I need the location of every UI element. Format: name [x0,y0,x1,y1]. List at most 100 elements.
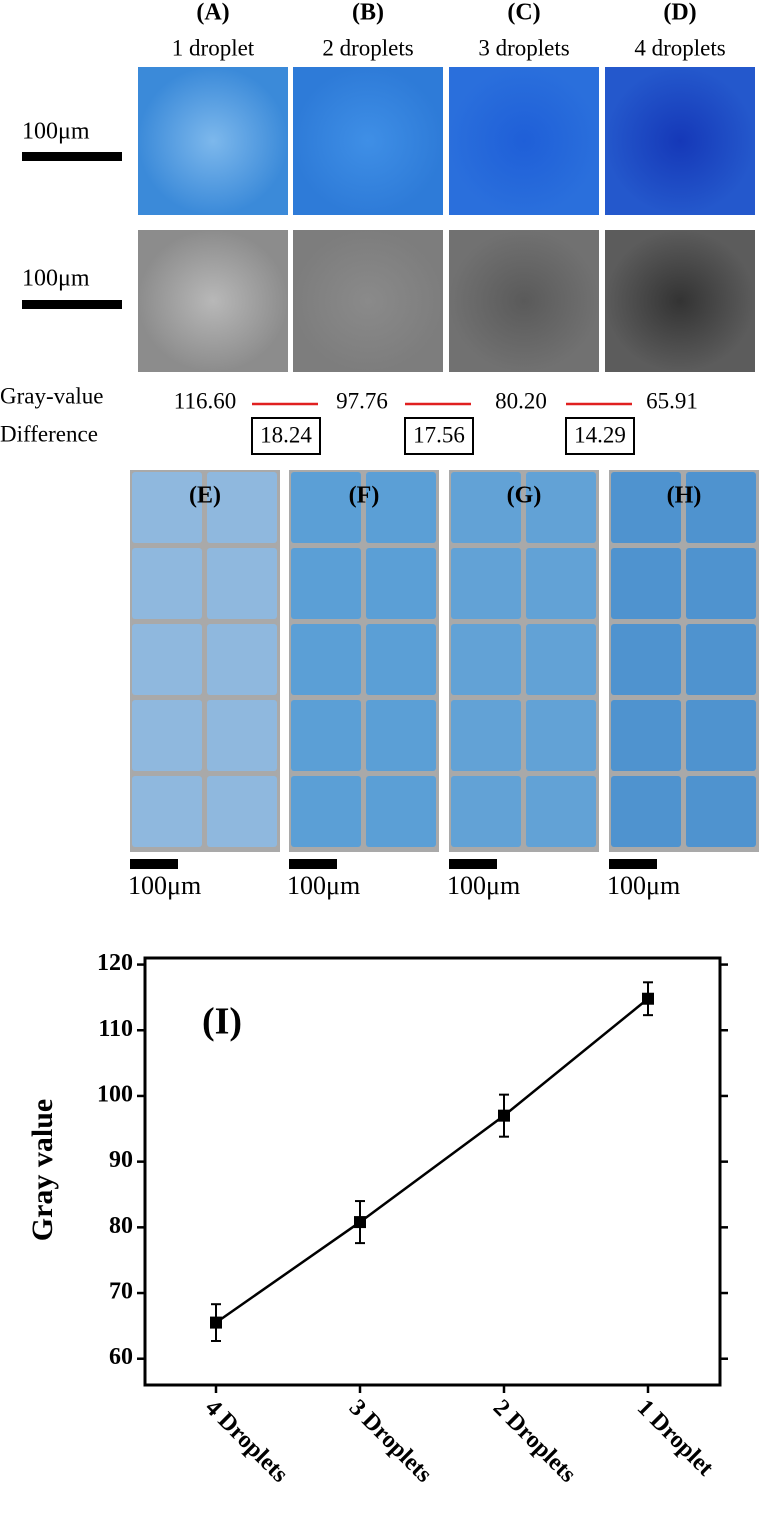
panel-label: (B) [352,0,384,26]
grid-cell [611,624,681,695]
grid-cell [526,624,596,695]
grid-cell [611,472,681,543]
gray-image [138,230,288,372]
grid-cell [366,776,436,847]
grid-cell [132,700,202,771]
scale-bar-label: 100μm [607,871,680,900]
difference-box [404,417,474,455]
grid-cell [132,776,202,847]
grid-cell [451,472,521,543]
y-tick-label: 90 [109,1147,133,1173]
grid-cell [686,776,756,847]
grid-cell [132,472,202,543]
x-tick-label: 3 Droplets [344,1395,437,1488]
grid-cell [611,776,681,847]
grid-cell [526,776,596,847]
panel-caption: 1 droplet [172,35,255,60]
grid-cell [686,624,756,695]
grid-cell [207,472,277,543]
grid-cell [686,700,756,771]
difference-value: 17.56 [413,422,465,447]
scale-bar-label: 100μm [447,871,520,900]
panel-label: (I) [202,1001,242,1043]
data-point [498,1109,510,1122]
scale-bar [449,859,497,869]
scale-bar [22,152,122,161]
grid-cell [526,548,596,619]
color-image [449,67,599,215]
scale-bar-label: 100μm [287,871,360,900]
grid-cell [291,624,361,695]
gray-value-label: Gray-value [0,383,103,408]
panel-label: (H) [667,483,702,509]
scale-bar-label: 100μm [22,119,90,145]
difference-label: Difference [0,421,98,446]
gray-value: 97.76 [336,388,388,413]
y-tick-label: 80 [109,1213,133,1239]
grid-cell [451,776,521,847]
grid-cell [366,548,436,619]
grid-cell [132,548,202,619]
plot-frame [143,956,722,1387]
grid-cell [207,548,277,619]
grid-cell [207,776,277,847]
grid-cell [291,472,361,543]
grid-cell [451,624,521,695]
grid-cell [366,624,436,695]
data-point [354,1216,366,1229]
panel-caption: 4 droplets [634,35,725,60]
difference-value: 14.29 [574,422,626,447]
gray-value: 116.60 [174,388,236,413]
scale-bar [289,859,337,869]
grid-cell [366,700,436,771]
grid-cell [291,776,361,847]
panel-label: (D) [663,0,696,26]
scale-bar [130,859,178,869]
grid-cell [526,472,596,543]
panel-caption: 2 droplets [322,35,413,60]
difference-box [565,417,635,455]
panel-label: (E) [189,483,221,509]
scale-bar-label: 100μm [128,871,201,900]
scale-bar [22,300,122,309]
y-tick-label: 60 [109,1344,133,1370]
grid-cell [132,624,202,695]
gray-image [449,230,599,372]
grid-cell [451,700,521,771]
y-tick-label: 110 [98,1016,133,1042]
grid-cell [207,624,277,695]
difference-value: 18.24 [260,422,312,447]
grid-cell [611,700,681,771]
grid-cell [366,472,436,543]
grid-cell [451,548,521,619]
gray-value: 80.20 [495,388,547,413]
gray-value: 65.91 [646,388,698,413]
panel-label: (G) [507,483,542,509]
grid-cell [526,700,596,771]
color-image [605,67,755,215]
grid-cell [686,472,756,543]
y-tick-label: 70 [109,1279,133,1305]
y-tick-label: 100 [97,1081,133,1107]
color-image [293,67,443,215]
data-line [215,997,649,1324]
difference-box [251,417,321,455]
panel-label: (A) [196,0,229,26]
data-point [210,1316,222,1329]
y-axis-label: Gray value [26,1099,59,1242]
scale-bar [609,859,657,869]
x-tick-label: 1 Droplet [632,1395,718,1481]
y-tick-label: 120 [97,950,133,976]
gray-image [293,230,443,372]
grid-cell [291,700,361,771]
grid-cell [611,548,681,619]
panel-label: (F) [349,483,380,509]
x-tick-label: 2 Droplets [488,1395,581,1488]
x-tick-label: 4 Droplets [200,1395,293,1488]
panel-caption: 3 droplets [478,35,569,60]
grid-cell [207,700,277,771]
panel-label: (C) [507,0,540,26]
grid-cell [686,548,756,619]
scale-bar-label: 100μm [22,266,90,292]
